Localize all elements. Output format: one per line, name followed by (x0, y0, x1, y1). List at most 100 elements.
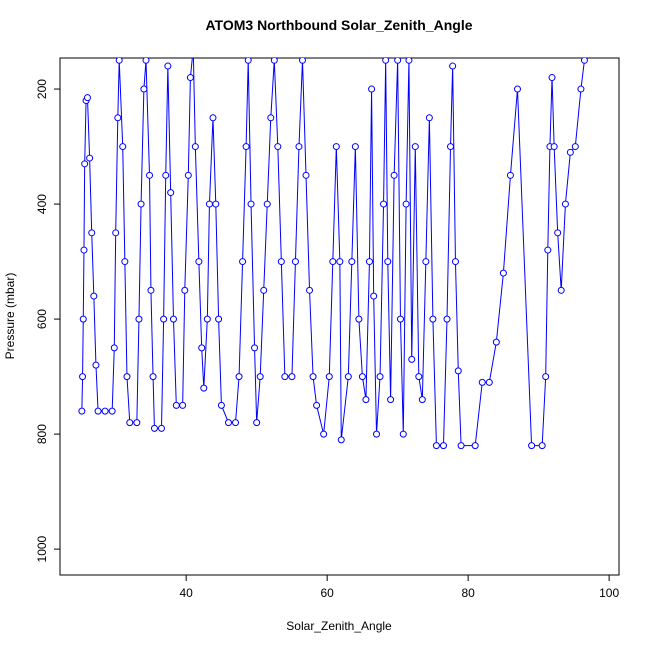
data-point (108, 407, 116, 415)
data-point (577, 85, 585, 93)
data-point (253, 419, 261, 427)
data-point (86, 154, 94, 162)
data-point (506, 171, 514, 179)
data-point (160, 315, 168, 323)
data-point (295, 143, 303, 151)
y-tick-label: 200 (35, 79, 49, 99)
data-point (167, 189, 175, 197)
data-point (382, 58, 390, 64)
data-point (115, 58, 123, 64)
data-point (244, 58, 252, 64)
data-point (418, 396, 426, 404)
data-point (329, 258, 337, 266)
data-point (390, 171, 398, 179)
data-point (451, 258, 459, 266)
data-point (135, 315, 143, 323)
data-point (449, 62, 457, 70)
data-point (439, 442, 447, 450)
chart-title: ATOM3 Northbound Solar_Zenith_Angle (205, 17, 472, 33)
data-point (358, 373, 366, 381)
data-point (83, 94, 91, 102)
data-point (432, 442, 440, 450)
data-point (149, 373, 157, 381)
data-point (380, 200, 388, 208)
data-point (499, 269, 507, 277)
data-point (142, 58, 150, 64)
y-tick-label: 1000 (35, 535, 49, 562)
data-point (528, 442, 536, 450)
x-tick-label: 40 (180, 586, 194, 600)
data-point (288, 373, 296, 381)
data-point (110, 344, 118, 352)
data-point (336, 258, 344, 266)
data-point (164, 62, 172, 70)
data-point (205, 200, 213, 208)
data-point (492, 338, 500, 346)
data-point (150, 424, 158, 432)
x-axis-label: Solar_Zenith_Angle (286, 619, 392, 633)
data-point (256, 373, 264, 381)
data-point (384, 258, 392, 266)
data-point (344, 373, 352, 381)
data-point (513, 85, 521, 93)
data-point (112, 229, 120, 237)
data-point (355, 315, 363, 323)
data-point (209, 114, 217, 122)
data-point (179, 401, 187, 409)
data-point (447, 143, 455, 151)
plot-area (78, 58, 588, 450)
data-point (195, 258, 203, 266)
data-point (235, 373, 243, 381)
data-point (119, 143, 127, 151)
data-point (337, 436, 345, 444)
data-point (396, 315, 404, 323)
data-point (79, 373, 87, 381)
data-point (368, 85, 376, 93)
data-point (184, 171, 192, 179)
data-point (239, 258, 247, 266)
plot-frame (59, 57, 620, 576)
data-point (332, 143, 340, 151)
data-point (101, 407, 109, 415)
data-point (274, 143, 282, 151)
data-point (169, 315, 177, 323)
data-point (402, 200, 410, 208)
y-tick-label: 400 (35, 194, 49, 214)
data-point (478, 378, 486, 386)
data-point (571, 143, 579, 151)
data-point (425, 114, 433, 122)
data-point (405, 58, 413, 64)
data-point (121, 258, 129, 266)
y-tick-label: 800 (35, 424, 49, 444)
data-point (387, 396, 395, 404)
data-point (313, 401, 321, 409)
data-point (224, 419, 232, 427)
data-point (548, 74, 556, 82)
data-point (186, 74, 194, 82)
data-point (146, 171, 154, 179)
data-point (408, 355, 416, 363)
data-point (81, 160, 89, 168)
data-point (544, 246, 552, 254)
data-point (172, 401, 180, 409)
data-point (351, 143, 359, 151)
data-point (247, 200, 255, 208)
data-point (373, 430, 381, 438)
data-point (550, 143, 558, 151)
data-point (281, 373, 289, 381)
y-axis-label: Pressure (mbar) (3, 273, 17, 360)
data-point (291, 258, 299, 266)
data-point (78, 407, 86, 415)
data-point (538, 442, 546, 450)
data-point (251, 344, 259, 352)
data-point (557, 286, 565, 294)
data-point (198, 344, 206, 352)
data-point (561, 200, 569, 208)
data-point (147, 286, 155, 294)
data-point (212, 200, 220, 208)
data-point (158, 424, 166, 432)
data-point (394, 58, 402, 64)
data-point (348, 258, 356, 266)
data-point (325, 373, 333, 381)
